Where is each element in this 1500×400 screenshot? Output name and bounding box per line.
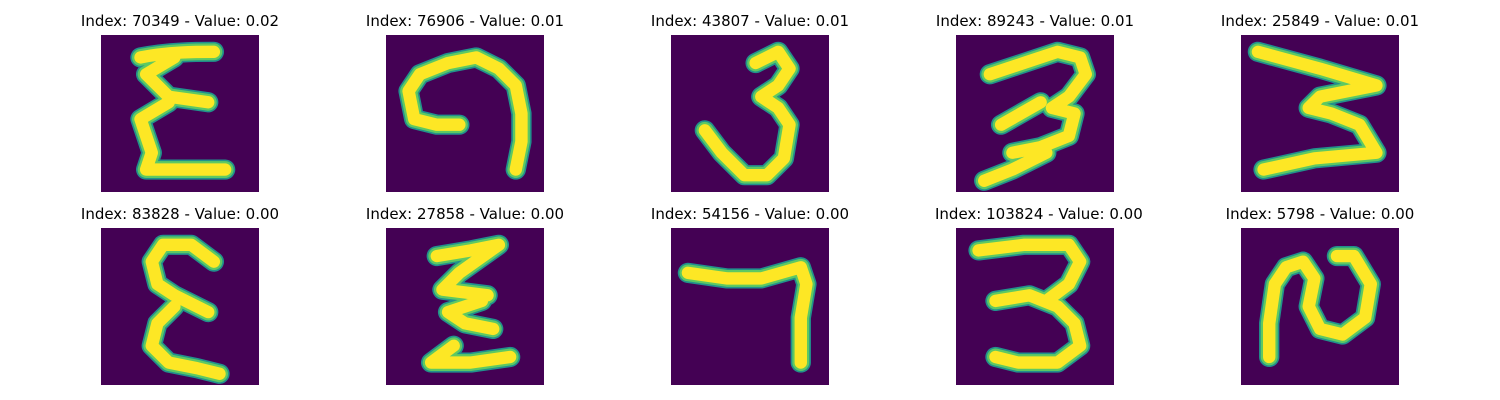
- digit-stroke: [145, 238, 226, 380]
- panel-title: Index: 103824 - Value: 0.00: [935, 205, 1143, 223]
- digit-image: [386, 35, 544, 192]
- digit-stroke: [978, 45, 1092, 187]
- digit-stroke: [134, 45, 232, 176]
- panel-title: Index: 83828 - Value: 0.00: [80, 205, 280, 223]
- panel-title: Index: 89243 - Value: 0.01: [935, 12, 1135, 30]
- digit-image: [1241, 228, 1399, 385]
- digit-stroke: [972, 238, 1087, 369]
- digit-stroke: [402, 51, 528, 176]
- digit-image: [956, 35, 1114, 192]
- digit-stroke: [698, 45, 796, 182]
- digit-stroke: [681, 261, 813, 369]
- digit-stroke: [424, 238, 517, 369]
- panel-title: Index: 25849 - Value: 0.01: [1220, 12, 1420, 30]
- panel-title: Index: 76906 - Value: 0.01: [365, 12, 565, 30]
- digit-stroke: [1251, 45, 1383, 176]
- digit-image: [956, 228, 1114, 385]
- digit-image: [386, 228, 544, 385]
- digit-image: [671, 35, 829, 192]
- panel-title: Index: 27858 - Value: 0.00: [365, 205, 565, 223]
- digit-image: [101, 35, 259, 192]
- digit-image: [1241, 35, 1399, 192]
- panel-title: Index: 43807 - Value: 0.01: [650, 12, 850, 30]
- panel-title: Index: 70349 - Value: 0.02: [80, 12, 280, 30]
- panel-title: Index: 5798 - Value: 0.00: [1225, 205, 1415, 223]
- digit-stroke: [1263, 249, 1377, 364]
- digit-image: [671, 228, 829, 385]
- panel-title: Index: 54156 - Value: 0.00: [650, 205, 850, 223]
- digit-image: [101, 228, 259, 385]
